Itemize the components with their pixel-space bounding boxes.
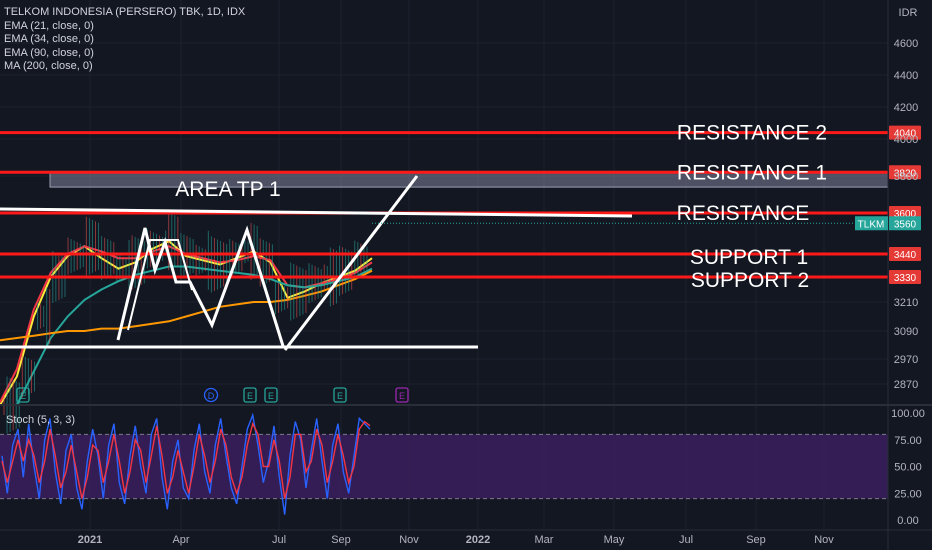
y-tick-label: 4400 (894, 70, 918, 82)
x-tick-label: Nov (814, 534, 834, 546)
level-price-text: 3440 (894, 250, 917, 261)
x-tick-label: Jul (272, 534, 286, 546)
level-price-tag (889, 125, 921, 140)
level-price-tag (889, 165, 921, 180)
event-marker-text: E (337, 391, 343, 401)
event-marker-text: E (247, 391, 253, 401)
x-tick-label: 2021 (78, 534, 102, 546)
event-marker (16, 387, 30, 403)
stoch-y-tick-label: 0.00 (897, 515, 918, 527)
trendline-top (0, 207, 633, 218)
price-pane (0, 0, 888, 405)
trendline-rising (283, 175, 419, 351)
stoch-y-tick-label: 50.00 (894, 462, 922, 474)
currency-label: IDR (899, 7, 918, 19)
x-tick-label: Sep (331, 534, 351, 546)
last-price-tag (889, 216, 921, 231)
stoch-y-tick-label: 75.00 (894, 435, 922, 447)
legend-ma-200[interactable]: MA (200, close, 0) (4, 60, 93, 72)
level-label: RESISTANCE (677, 202, 810, 225)
event-marker-future-text: E (399, 391, 405, 401)
last-price-text: 3560 (894, 219, 917, 230)
level-label: SUPPORT 1 (690, 246, 808, 269)
y-tick-label: 2870 (894, 379, 918, 391)
level-label: RESISTANCE 2 (677, 122, 827, 145)
y-tick-label: 3210 (894, 297, 918, 309)
stoch-band (0, 434, 888, 499)
stochastic-plot[interactable] (0, 412, 888, 515)
stoch-line-k (1, 412, 371, 515)
event-marker-future (395, 387, 409, 403)
legend-ema-34[interactable]: EMA (34, close, 0) (4, 33, 94, 45)
y-tick-label: 3800 (894, 171, 918, 183)
level-price-text: 4040 (894, 129, 917, 140)
legend-symbol[interactable]: TELKOM INDONESIA (PERSERO) TBK, 1D, IDX (4, 6, 246, 18)
level-label: SUPPORT 2 (691, 269, 809, 292)
event-marker-text: D (208, 391, 215, 401)
legend: TELKOM INDONESIA (PERSERO) TBK, 1D, IDX … (4, 6, 245, 74)
level-price-tag (889, 247, 921, 261)
event-marker (243, 387, 257, 403)
level-label: RESISTANCE 1 (677, 161, 827, 184)
x-tick-label: Nov (399, 534, 419, 546)
tp-zone-label: AREA TP 1 (175, 178, 280, 201)
zigzag-pattern-inner (127, 239, 193, 331)
price-plot[interactable]: AREA TP 1 RESISTANCE 2 RESISTANCE 1 RESISTA… (0, 122, 889, 434)
y-tick-label: 4200 (894, 102, 918, 114)
y-tick-label: 2970 (894, 354, 918, 366)
event-marker-text: E (20, 391, 26, 401)
legend-ema-21[interactable]: EMA (21, close, 0) (4, 19, 94, 32)
y-tick-label: 4600 (894, 38, 918, 50)
event-marker (264, 387, 278, 403)
level-price-tag (889, 270, 921, 284)
level-price-text: 3820 (894, 168, 917, 179)
x-tick-label: May (604, 534, 625, 546)
y-tick-label: 4000 (894, 134, 918, 146)
event-marker (203, 387, 219, 403)
stoch-y-tick-label: 25.00 (894, 488, 922, 500)
ticker-badge (855, 216, 888, 231)
zigzag-pattern (116, 225, 285, 347)
y-tick-label: 3090 (894, 326, 918, 338)
stoch-line-d (1, 420, 371, 499)
series-line-ma-200 (0, 269, 373, 342)
stoch-label[interactable]: Stoch (5, 3, 3) (6, 414, 76, 426)
x-tick-label: Jul (679, 534, 693, 546)
x-tick-label: Sep (746, 534, 766, 546)
event-marker (333, 387, 347, 403)
x-tick-label: Apr (172, 534, 189, 546)
level-price-text: 3600 (894, 209, 917, 220)
x-tick-label: Mar (535, 534, 554, 546)
level-price-text: 3330 (894, 273, 917, 284)
ticker-badge-text: TLKM (858, 219, 885, 230)
legend-ema-90[interactable]: EMA (90, close, 0) (4, 46, 94, 59)
event-marker-text: E (268, 391, 274, 401)
x-tick-label: 2022 (466, 534, 490, 546)
stoch-y-tick-label: 100.00 (891, 408, 925, 420)
